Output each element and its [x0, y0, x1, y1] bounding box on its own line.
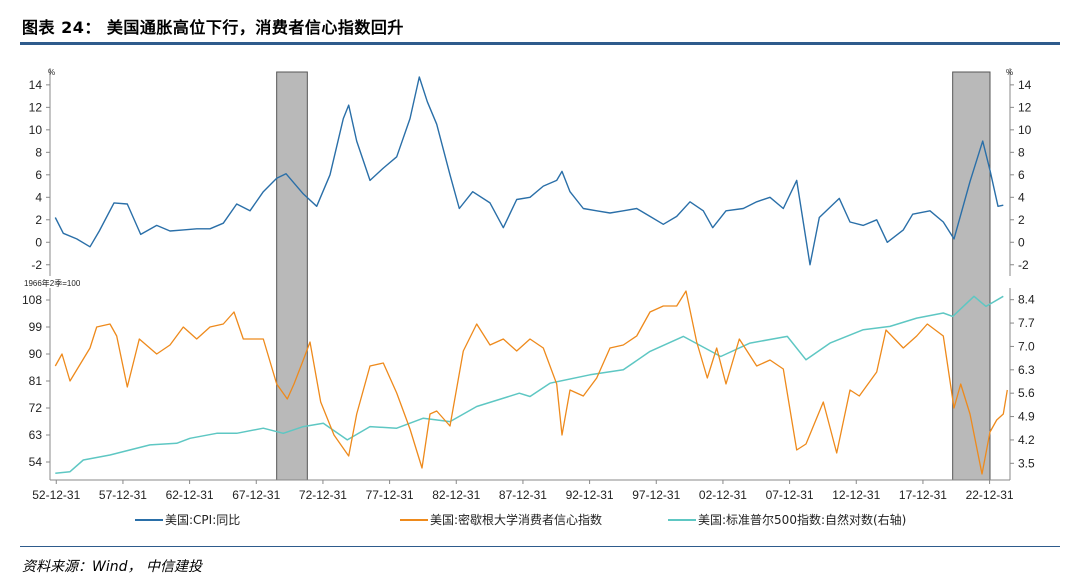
bottom-right-tick-label: 7.7 — [1018, 316, 1035, 330]
source-note: 资料来源：Wind， 中信建投 — [22, 559, 202, 575]
bottom-left-tick-label: 90 — [29, 347, 43, 361]
x-tick-label: 62-12-31 — [166, 488, 214, 502]
x-tick-label: 17-12-31 — [899, 488, 947, 502]
shaded-regions — [276, 71, 991, 481]
x-tick-label: 02-12-31 — [699, 488, 747, 502]
top-right-tick-label: 6 — [1018, 168, 1025, 182]
series-sentiment-line — [54, 290, 1008, 475]
axes: -2 -2 0 0 2 2 4 4 6 6 8 8 10 10 12 12 14 14% % 54 63 72 81 90 99… — [22, 68, 1035, 502]
x-tick-label: 57-12-31 — [99, 488, 147, 502]
top-left-tick-label: 12 — [29, 100, 43, 114]
x-tick-label: 22-12-31 — [966, 488, 1014, 502]
bottom-left-tick-label: 99 — [29, 320, 43, 334]
bottom-right-tick-label: 4.9 — [1018, 410, 1035, 424]
bottom-left-unit: 1966年2季=100 — [24, 278, 81, 288]
top-right-tick-label: 12 — [1018, 100, 1032, 114]
bottom-right-tick-label: 4.2 — [1018, 433, 1035, 447]
title-rule — [20, 42, 1060, 45]
top-right-tick-label: 0 — [1018, 235, 1025, 249]
bottom-left-tick-label: 81 — [29, 374, 43, 388]
top-left-tick-label: 4 — [35, 190, 42, 204]
x-tick-label: 92-12-31 — [566, 488, 614, 502]
source-rule — [20, 546, 1060, 547]
x-tick-label: 97-12-31 — [632, 488, 680, 502]
bottom-right-tick-label: 3.5 — [1018, 456, 1035, 470]
bottom-right-tick-label: 8.4 — [1018, 293, 1035, 307]
top-right-unit: % — [1006, 68, 1013, 77]
top-left-tick-label: 10 — [29, 123, 43, 137]
x-tick-label: 12-12-31 — [832, 488, 880, 502]
shaded-region-0 — [276, 71, 308, 481]
legend-label: 美国:密歇根大学消费者信心指数 — [430, 512, 602, 527]
x-tick-label: 82-12-31 — [432, 488, 480, 502]
top-right-tick-label: 2 — [1018, 213, 1025, 227]
top-right-tick-label: 14 — [1018, 78, 1032, 92]
x-tick-label: 07-12-31 — [766, 488, 814, 502]
top-left-tick-label: 8 — [35, 145, 42, 159]
series-sp500-line — [55, 295, 1004, 475]
x-tick-label: 72-12-31 — [299, 488, 347, 502]
top-right-tick-label: 10 — [1018, 123, 1032, 137]
top-left-unit: % — [48, 68, 55, 77]
shaded-region-1 — [952, 71, 991, 481]
x-tick-label: 87-12-31 — [499, 488, 547, 502]
bottom-left-tick-label: 108 — [22, 293, 42, 307]
legend: 美国:CPI:同比 美国:密歇根大学消费者信心指数 美国:标准普尔500指数:自然对… — [135, 512, 906, 527]
top-right-tick-label: 8 — [1018, 145, 1025, 159]
top-left-tick-label: 0 — [35, 235, 42, 249]
x-tick-label: 52-12-31 — [32, 488, 80, 502]
top-left-tick-label: 14 — [29, 78, 43, 92]
bottom-right-tick-label: 6.3 — [1018, 363, 1035, 377]
top-left-tick-label: -2 — [31, 258, 42, 272]
bottom-left-tick-label: 63 — [29, 428, 43, 442]
bottom-left-tick-label: 54 — [29, 455, 43, 469]
legend-label: 美国:标准普尔500指数:自然对数(右轴) — [698, 512, 906, 527]
x-tick-label: 77-12-31 — [366, 488, 414, 502]
top-right-tick-label: -2 — [1018, 258, 1029, 272]
top-left-tick-label: 2 — [35, 213, 42, 227]
bottom-right-tick-label: 7.0 — [1018, 339, 1035, 353]
bottom-right-tick-label: 5.6 — [1018, 386, 1035, 400]
figure-title: 图表 24： 美国通胀高位下行，消费者信心指数回升 — [22, 18, 404, 37]
top-right-tick-label: 4 — [1018, 190, 1025, 204]
series-cpi-line — [54, 76, 1004, 266]
legend-label: 美国:CPI:同比 — [165, 513, 240, 527]
top-left-tick-label: 6 — [35, 168, 42, 182]
x-tick-label: 67-12-31 — [232, 488, 280, 502]
series-layer — [54, 76, 1008, 475]
bottom-left-tick-label: 72 — [29, 401, 43, 415]
